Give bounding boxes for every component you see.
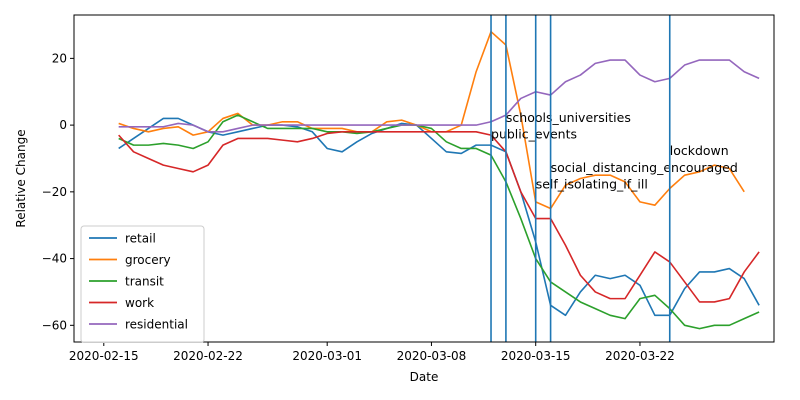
event-label-schools_universities: schools_universities [506, 110, 631, 125]
x-tick-label: 2020-03-15 [501, 349, 571, 363]
event-label-public_events: public_events [491, 126, 577, 141]
series-line-residential [118, 59, 760, 133]
y-tick-label: 0 [59, 118, 67, 132]
legend-label-grocery: grocery [125, 253, 171, 267]
y-tick-label: −20 [42, 185, 67, 199]
series-layer [118, 30, 760, 330]
legend-label-retail: retail [125, 232, 156, 246]
x-tick-label: 2020-03-01 [292, 349, 362, 363]
x-axis-title: Date [410, 370, 439, 384]
series-line-retail [118, 117, 760, 317]
x-tick-label: 2020-03-22 [605, 349, 675, 363]
event-label-lockdown: lockdown [670, 143, 729, 158]
y-axis-title: Relative Change [14, 129, 28, 227]
series-line-grocery [118, 30, 745, 210]
legend-label-residential: residential [125, 318, 188, 332]
legend-label-work: work [125, 296, 154, 310]
y-axis-ticks: 20 0 −20 −40 −60 [42, 51, 74, 332]
y-tick-label: −60 [42, 318, 67, 332]
legend-box [80, 225, 205, 343]
y-tick-label: −40 [42, 252, 67, 266]
x-tick-label: 2020-02-22 [173, 349, 243, 363]
event-label-self_isolating_if_ill: self_isolating_if_ill [536, 177, 648, 192]
x-tick-label: 2020-02-15 [69, 349, 139, 363]
x-tick-label: 2020-03-08 [397, 349, 467, 363]
legend: retail grocery transit work residential [80, 225, 205, 343]
series-line-transit [118, 114, 760, 330]
event-label-social_distancing_encouraged: social_distancing_encouraged [551, 160, 738, 175]
series-line-work [118, 130, 760, 303]
x-axis-ticks: 2020-02-15 2020-02-22 2020-03-01 2020-03-08… [69, 342, 675, 363]
y-tick-label: 20 [52, 51, 67, 65]
axes-frame [73, 14, 775, 343]
legend-label-transit: transit [125, 275, 164, 289]
